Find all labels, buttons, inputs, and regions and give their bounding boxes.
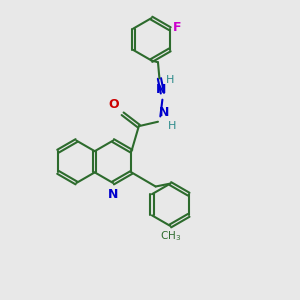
Text: N: N: [108, 188, 118, 201]
Text: CH$_3$: CH$_3$: [160, 230, 181, 243]
Text: O: O: [109, 98, 119, 111]
Text: N: N: [156, 83, 166, 96]
Text: H: H: [168, 121, 177, 131]
Text: H: H: [166, 75, 174, 85]
Text: F: F: [173, 21, 181, 34]
Text: N: N: [159, 106, 169, 119]
